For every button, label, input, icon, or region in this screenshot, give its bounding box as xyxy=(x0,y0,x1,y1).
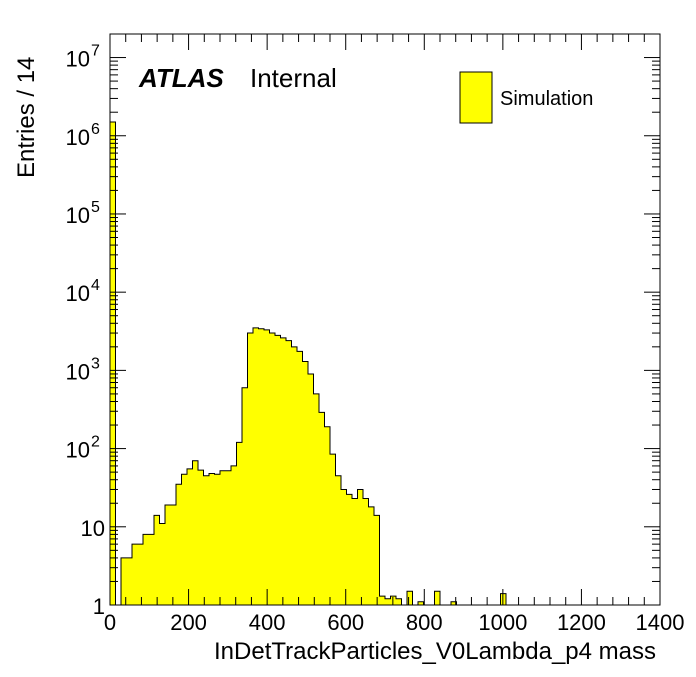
histogram-bar xyxy=(214,474,220,605)
y-tick-label: 10 xyxy=(66,359,90,384)
histogram-bar xyxy=(242,387,248,605)
histogram-bar xyxy=(418,601,424,605)
histogram-bars xyxy=(109,121,507,606)
histogram-bar xyxy=(363,498,369,605)
x-axis-title: InDetTrackParticles_V0Lambda_p4 mass xyxy=(214,638,656,665)
histogram-bar xyxy=(264,329,270,605)
histogram-bar xyxy=(220,470,226,605)
histogram-bar xyxy=(451,601,457,605)
histogram-bar xyxy=(154,515,160,605)
y-tick-label: 10 xyxy=(66,203,90,228)
y-tick-label: 1 xyxy=(93,594,105,619)
y-tick-label-exponent: 3 xyxy=(91,355,100,372)
histogram-bar xyxy=(159,523,165,605)
histogram-bar xyxy=(181,474,187,605)
histogram-bar xyxy=(407,591,413,605)
histogram-bar xyxy=(368,506,374,605)
histogram-bar xyxy=(137,544,143,605)
histogram-bar xyxy=(357,489,363,605)
histogram-bar xyxy=(297,351,303,605)
histogram-bar xyxy=(236,442,242,605)
histogram-bar xyxy=(121,557,127,605)
histogram-bar xyxy=(187,468,193,605)
histogram-outline xyxy=(109,121,507,606)
histogram-bar xyxy=(209,473,215,605)
y-tick-label: 10 xyxy=(81,516,105,541)
histogram-bar xyxy=(330,454,336,605)
histogram-bar xyxy=(247,333,253,605)
x-tick-label: 600 xyxy=(327,610,364,635)
x-tick-label: 1200 xyxy=(557,610,606,635)
y-tick-label-exponent: 6 xyxy=(91,121,100,138)
x-tick-label: 0 xyxy=(104,610,116,635)
y-tick-label: 10 xyxy=(66,281,90,306)
histogram-bar xyxy=(396,598,402,605)
atlas-status-label: Internal xyxy=(250,63,337,93)
y-tick-label: 10 xyxy=(66,47,90,72)
histogram-bar xyxy=(148,534,154,605)
histogram-bar xyxy=(379,596,385,605)
histogram-bar xyxy=(126,557,132,605)
histogram-bar xyxy=(253,327,259,605)
x-tick-label: 800 xyxy=(406,610,443,635)
histogram-bar xyxy=(170,504,176,605)
histogram-bar xyxy=(286,340,292,605)
legend-label-simulation: Simulation xyxy=(500,88,593,110)
x-tick-label: 400 xyxy=(249,610,286,635)
histogram-bar xyxy=(291,346,297,605)
histogram-bar xyxy=(280,337,286,605)
histogram-bar xyxy=(110,121,116,605)
histogram-bar xyxy=(165,504,171,605)
x-tick-label: 200 xyxy=(170,610,207,635)
y-tick-label: 10 xyxy=(66,125,90,150)
histogram-bar xyxy=(302,361,308,605)
histogram-bar xyxy=(132,544,138,605)
atlas-brand-label: ATLAS xyxy=(138,63,224,93)
legend-swatch xyxy=(459,71,493,124)
y-tick-label-exponent: 7 xyxy=(91,43,100,60)
histogram-bar xyxy=(374,515,380,605)
y-tick-label-exponent: 4 xyxy=(91,277,100,294)
y-tick-label-exponent: 2 xyxy=(91,434,100,451)
histogram-bar xyxy=(434,591,440,605)
histogram-bar xyxy=(275,335,281,605)
histogram-bar xyxy=(225,470,231,605)
histogram-bar xyxy=(258,328,264,605)
y-tick-label-exponent: 5 xyxy=(91,199,100,216)
histogram-bar xyxy=(341,489,347,605)
histogram-bar xyxy=(346,494,352,605)
histogram-bar xyxy=(203,475,209,605)
histogram-bar xyxy=(385,598,391,605)
y-tick-label: 10 xyxy=(66,438,90,463)
histogram-bar xyxy=(143,534,149,605)
histogram-bar xyxy=(176,484,182,605)
histogram-bar xyxy=(192,460,198,605)
histogram-bar xyxy=(308,373,314,605)
histogram-bar xyxy=(335,475,341,605)
axis-ticks xyxy=(109,33,661,606)
legend: Simulation xyxy=(459,71,593,124)
histogram-bar xyxy=(269,333,275,605)
histogram-bar xyxy=(231,465,237,605)
histogram-bar xyxy=(324,426,330,605)
histogram-bar xyxy=(313,393,319,605)
y-axis-title: Entries / 14 xyxy=(13,57,40,178)
histogram-bar xyxy=(352,498,358,605)
plot-frame xyxy=(109,33,661,606)
x-tick-label: 1400 xyxy=(636,610,685,635)
histogram-bar xyxy=(319,412,325,605)
histogram-bar xyxy=(198,470,204,605)
x-tick-label: 1000 xyxy=(478,610,527,635)
